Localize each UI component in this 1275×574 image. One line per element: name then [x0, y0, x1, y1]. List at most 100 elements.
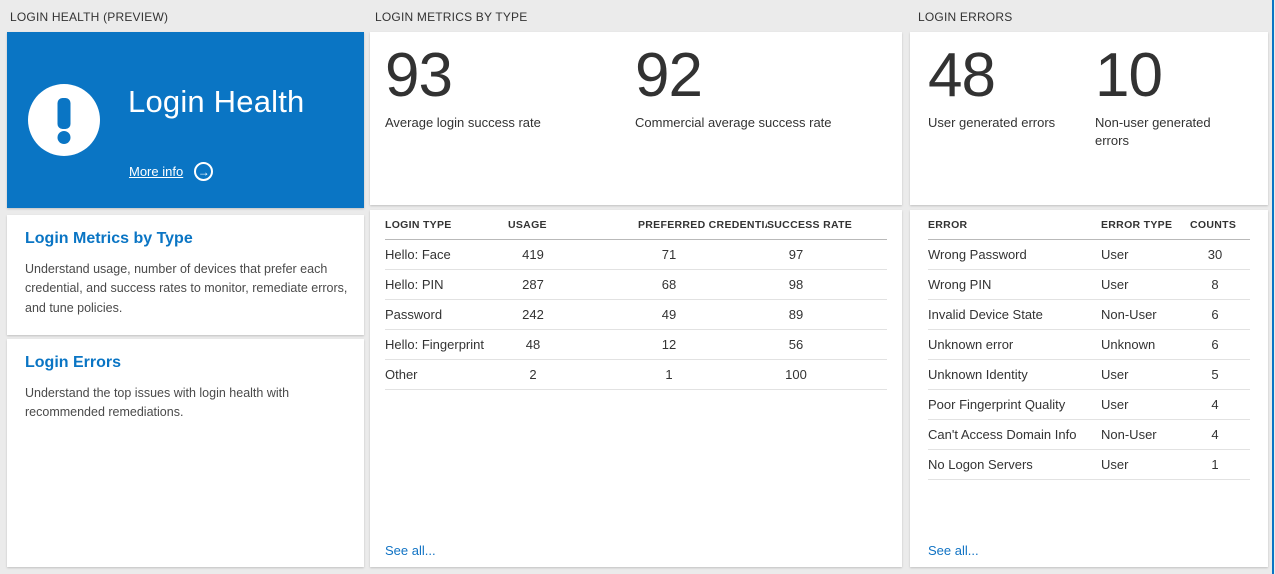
- stat-user-generated-errors: 48 User generated errors: [928, 45, 1095, 149]
- table-row[interactable]: Password 242 49 89: [385, 300, 887, 330]
- stat-value: 48: [928, 41, 996, 110]
- column-header: SUCCESS RATE: [767, 218, 853, 231]
- table-row[interactable]: Wrong PIN User 8: [928, 270, 1250, 300]
- table-cell: 71: [661, 247, 677, 262]
- table-header-row: ERROR ERROR TYPE COUNTS: [928, 210, 1250, 240]
- see-all-link-metrics[interactable]: See all...: [385, 543, 436, 558]
- table-row[interactable]: Unknown error Unknown 6: [928, 330, 1250, 360]
- table-cell: 98: [788, 277, 804, 292]
- section-label-login-health: LOGIN HEALTH (PREVIEW): [10, 10, 169, 24]
- table-cell: 6: [1211, 307, 1219, 322]
- stat-average-login-success-rate: 93 Average login success rate: [385, 45, 635, 132]
- section-label-login-metrics: LOGIN METRICS BY TYPE: [375, 10, 528, 24]
- login-metrics-section-description: Understand usage, number of devices that…: [25, 262, 348, 315]
- table-cell: 8: [1211, 277, 1219, 292]
- table-cell: Hello: PIN: [385, 277, 444, 292]
- table-cell: No Logon Servers: [928, 457, 1033, 472]
- login-errors-section-title[interactable]: Login Errors: [25, 354, 122, 371]
- table-cell: Hello: Fingerprint: [385, 337, 484, 352]
- table-cell: 419: [522, 247, 544, 262]
- login-errors-table-card: ERROR ERROR TYPE COUNTS Wrong Password User 3…: [910, 210, 1268, 567]
- more-info-label[interactable]: More info: [129, 164, 184, 179]
- table-cell: User: [1101, 457, 1129, 472]
- login-metrics-table-card: LOGIN TYPE USAGE PREFERRED CREDENTIAL SUCCE…: [370, 210, 902, 567]
- table-cell: 100: [785, 367, 807, 382]
- tile-title: Login Health: [128, 84, 305, 119]
- table-row[interactable]: Unknown Identity User 5: [928, 360, 1250, 390]
- table-row[interactable]: Hello: Fingerprint 48 12 56: [385, 330, 887, 360]
- table-cell: Unknown error: [928, 337, 1014, 352]
- table-cell: 48: [525, 337, 541, 352]
- arrow-right-circle-icon[interactable]: →: [194, 162, 214, 181]
- column-header: COUNTS: [1190, 218, 1237, 231]
- stat-commercial-average-success-rate: 92 Commercial average success rate: [635, 45, 832, 132]
- table-cell: Non-User: [1101, 307, 1157, 322]
- table-cell: 68: [661, 277, 677, 292]
- table-cell: 1: [665, 367, 673, 382]
- table-cell: Wrong Password: [928, 247, 1027, 262]
- table-row[interactable]: Invalid Device State Non-User 6: [928, 300, 1250, 330]
- more-info-link[interactable]: More info →: [129, 162, 214, 181]
- column-header: PREFERRED CREDENTIAL: [638, 218, 767, 231]
- table-cell: 97: [788, 247, 804, 262]
- blade-edge-divider: [1272, 0, 1274, 574]
- column-header: ERROR: [928, 218, 968, 231]
- table-cell: Password: [385, 307, 443, 322]
- login-health-tile[interactable]: Login Health More info →: [7, 32, 364, 208]
- table-cell: Non-User: [1101, 427, 1157, 442]
- table-cell: Hello: Face: [385, 247, 451, 262]
- login-metrics-section-title[interactable]: Login Metrics by Type: [25, 230, 193, 247]
- table-cell: 1: [1211, 457, 1219, 472]
- table-cell: Wrong PIN: [928, 277, 992, 292]
- table-cell: 4: [1211, 427, 1219, 442]
- alert-exclamation-icon: [28, 84, 100, 156]
- column-header: USAGE: [508, 218, 547, 231]
- stat-label: Commercial average success rate: [635, 115, 832, 130]
- table-cell: 30: [1207, 247, 1223, 262]
- login-errors-table: ERROR ERROR TYPE COUNTS Wrong Password User 3…: [910, 210, 1268, 480]
- login-errors-description-card[interactable]: Login Errors Understand the top issues w…: [7, 339, 364, 567]
- table-cell: 89: [788, 307, 804, 322]
- table-cell: Invalid Device State: [928, 307, 1043, 322]
- table-cell: Other: [385, 367, 418, 382]
- table-cell: 6: [1211, 337, 1219, 352]
- table-row[interactable]: Hello: PIN 287 68 98: [385, 270, 887, 300]
- section-label-login-errors: LOGIN ERRORS: [918, 10, 1013, 24]
- stat-value: 92: [635, 41, 703, 110]
- login-metrics-description-card[interactable]: Login Metrics by Type Understand usage, …: [7, 215, 364, 335]
- stat-value: 10: [1095, 41, 1163, 110]
- table-cell: 12: [661, 337, 677, 352]
- table-cell: Unknown Identity: [928, 367, 1028, 382]
- table-cell: 4: [1211, 397, 1219, 412]
- table-cell: User: [1101, 247, 1129, 262]
- stat-value: 93: [385, 41, 453, 110]
- table-cell: 5: [1211, 367, 1219, 382]
- table-header-row: LOGIN TYPE USAGE PREFERRED CREDENTIAL SUCCE…: [385, 210, 887, 240]
- table-row[interactable]: No Logon Servers User 1: [928, 450, 1250, 480]
- table-cell: 49: [661, 307, 677, 322]
- table-cell: Can't Access Domain Info: [928, 427, 1077, 442]
- table-cell: User: [1101, 277, 1129, 292]
- table-cell: User: [1101, 397, 1129, 412]
- stat-label: User generated errors: [928, 115, 1056, 130]
- table-cell: 242: [522, 307, 544, 322]
- stat-non-user-generated-errors: 10 Non-user generated errors: [1095, 45, 1247, 149]
- table-cell: 287: [522, 277, 544, 292]
- table-cell: Unknown: [1101, 337, 1156, 352]
- table-row[interactable]: Hello: Face 419 71 97: [385, 240, 887, 270]
- see-all-link-errors[interactable]: See all...: [928, 543, 979, 558]
- table-row[interactable]: Wrong Password User 30: [928, 240, 1250, 270]
- login-metrics-stats-card: 93 Average login success rate 92 Commerc…: [370, 32, 902, 205]
- table-row[interactable]: Can't Access Domain Info Non-User 4: [928, 420, 1250, 450]
- login-metrics-table: LOGIN TYPE USAGE PREFERRED CREDENTIAL SUCCE…: [370, 210, 902, 390]
- login-errors-section-description: Understand the top issues with login hea…: [25, 386, 290, 420]
- table-cell: 56: [788, 337, 804, 352]
- column-header: LOGIN TYPE: [385, 218, 452, 231]
- table-row[interactable]: Poor Fingerprint Quality User 4: [928, 390, 1250, 420]
- table-cell: User: [1101, 367, 1129, 382]
- table-cell: Poor Fingerprint Quality: [928, 397, 1066, 412]
- stat-label: Non-user generated errors: [1095, 115, 1211, 148]
- column-header: ERROR TYPE: [1101, 218, 1173, 231]
- table-row[interactable]: Other 2 1 100: [385, 360, 887, 390]
